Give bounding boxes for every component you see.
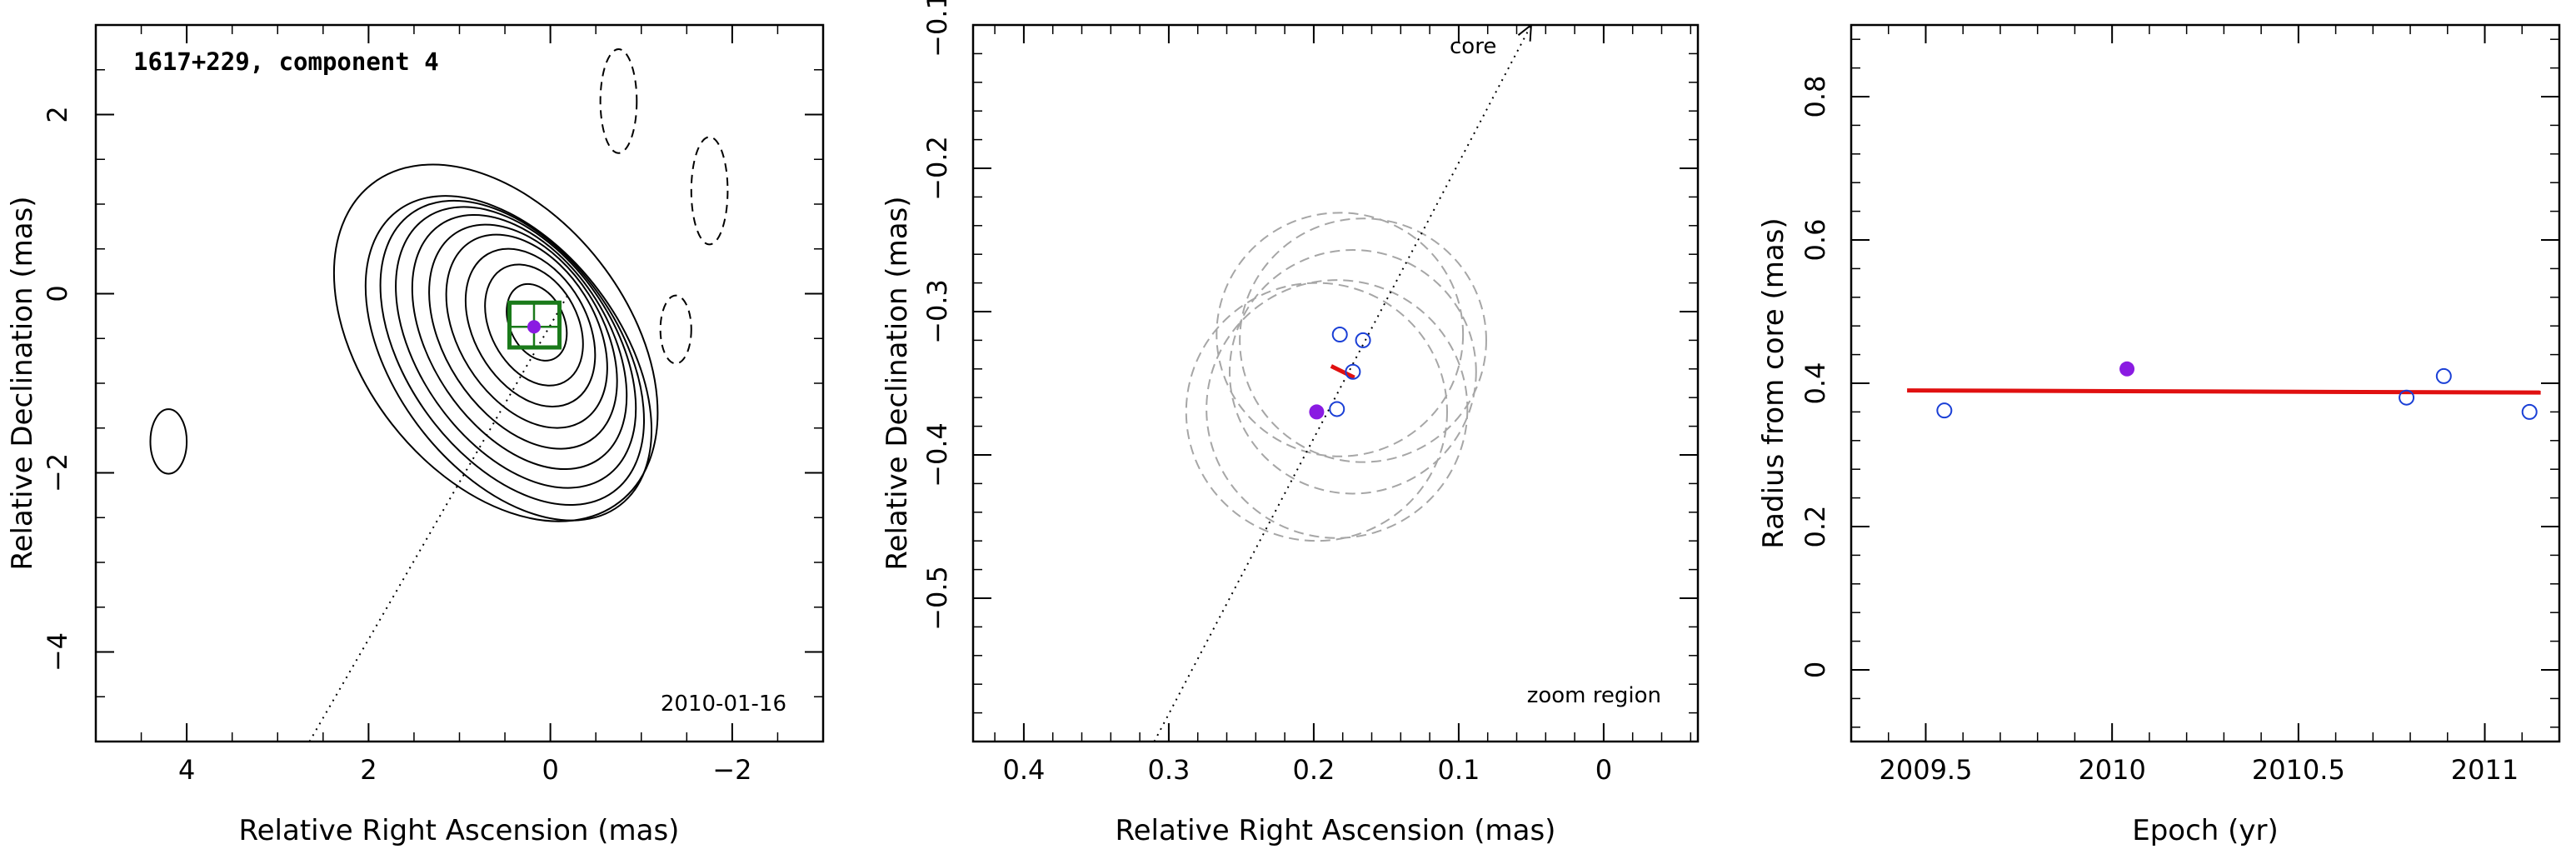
radius-epoch-ylabel: Radius from core (mas) [1757,217,1790,548]
contour-map-xtick-label: 4 [178,754,195,786]
contour-map-panel: 4 2 0 −2 2 0 −2 −4 1617+229, component 4 2010-0… [6,23,825,847]
open-epoch-point-4 [2521,403,2538,420]
component-marker [527,320,541,334]
radius-epoch-ticks: 2009.5 2010 2010.5 2011 0 0.2 0.4 0.6 0.8 [1800,25,2560,786]
open-epoch-point-2 [2399,389,2415,406]
open-epoch-point-1 [1331,327,1348,343]
positive-contour-2 [484,263,584,387]
contour-map-xtick-label: 0 [542,754,558,786]
position-error-circle-5 [1206,279,1469,539]
position-error-circle-3 [1239,217,1487,463]
radius-epoch-xtick-label: 2009.5 [1879,754,1972,786]
contour-map-xlabel: Relative Right Ascension (mas) [239,814,680,847]
radius-epoch-panel: 2009.5 2010 2010.5 2011 0 0.2 0.4 0.6 0.8 Epoch … [1757,23,2561,847]
negative-contour-2 [690,136,729,246]
negative-contour-3 [659,294,692,365]
jet-axis-line [1153,25,1532,742]
radius-epoch-xtick-label: 2011 [2451,754,2519,786]
zoom-region-xtick-label: 0.1 [1437,754,1480,786]
positive-contour-11 [149,408,188,475]
radius-epoch-xtick-label: 2010 [2078,754,2145,786]
zoom-region-ticks: 0.4 0.3 0.2 0.1 0 −0.1 −0.2 −0.3 −0.4 −0.5 [921,0,1698,786]
zoom-region-ylabel: Relative Declination (mas) [881,196,914,570]
position-error-circle-1 [1185,282,1448,542]
positive-contour-10 [332,163,659,522]
radius-epoch-xlabel: Epoch (yr) [2132,814,2279,847]
zoom-region-xtick-label: 0 [1595,754,1612,786]
negative-contour-1 [599,48,638,154]
zoom-region-ytick-label: −0.1 [921,0,953,57]
radius-epoch-ytick-label: 0.8 [1800,76,1831,118]
zoom-region-xtick-label: 0.3 [1147,754,1190,786]
core-direction-arrowhead [1517,25,1532,42]
open-epoch-point-2 [1355,332,1371,348]
positive-contour-9 [364,195,653,522]
position-error-circle-4 [1228,249,1477,495]
current-epoch-point [2119,361,2135,377]
zoom-region-xtick-label: 0.4 [1002,754,1045,786]
zoom-region-ytick-label: −0.3 [921,279,953,344]
contour-map-xtick-label: −2 [712,754,751,786]
positive-contour-8 [379,199,645,506]
positive-contour-7 [395,206,637,489]
core-direction-label: core [1450,34,1496,59]
zoom-region-panel: 0.4 0.3 0.2 0.1 0 −0.1 −0.2 −0.3 −0.4 −0.5 core z… [881,0,1700,847]
zoom-plot-area [1153,25,1532,742]
radius-epoch-ytick-label: 0.2 [1800,506,1831,548]
open-epoch-point-1 [1936,402,1953,419]
zoom-region-ytick-label: −0.2 [921,136,953,201]
contour-map-ytick-label: −2 [42,453,73,492]
contour-map-ylabel: Relative Declination (mas) [6,196,39,570]
zoom-region-ytick-label: −0.4 [921,422,953,487]
contour-map-xtick-label: 2 [360,754,377,786]
contour-map-ytick-label: 2 [42,106,73,122]
open-epoch-point-4 [1329,401,1345,417]
radius-epoch-ytick-label: 0 [1800,662,1831,678]
zoom-region-label: zoom region [1527,683,1661,708]
radius-fit-line [1907,388,2541,395]
contour-map-ticks: 4 2 0 −2 2 0 −2 −4 [42,24,824,786]
current-epoch-point [1309,404,1325,420]
zoom-region-frame [971,23,1700,743]
radius-epoch-frame [1850,23,2561,743]
open-epoch-point-3 [1345,363,1361,380]
contour-map-ytick-label: 0 [42,285,73,302]
radius-epoch-ytick-label: 0.4 [1800,362,1831,405]
contour-plot-area [149,48,729,742]
position-error-circle-2 [1216,212,1465,457]
positive-contour-6 [411,214,628,471]
zoom-region-xtick-label: 0.2 [1292,754,1335,786]
radius-epoch-ytick-label: 0.6 [1800,219,1831,262]
positive-contour-4 [445,233,608,429]
contour-map-ytick-label: −4 [42,632,73,672]
trajectory-fit-segment [1330,364,1355,380]
positive-contour-5 [428,223,618,450]
contour-map-title: 1617+229, component 4 [133,47,439,76]
radius-epoch-xtick-label: 2010.5 [2252,754,2345,786]
open-epoch-point-3 [2435,367,2452,384]
zoom-region-ytick-label: −0.5 [921,566,953,631]
epoch-date-label: 2010-01-16 [661,692,786,717]
zoom-region-xlabel: Relative Right Ascension (mas) [1116,814,1556,847]
positive-contour-3 [464,247,597,408]
radius-plot-area [1907,361,2541,420]
